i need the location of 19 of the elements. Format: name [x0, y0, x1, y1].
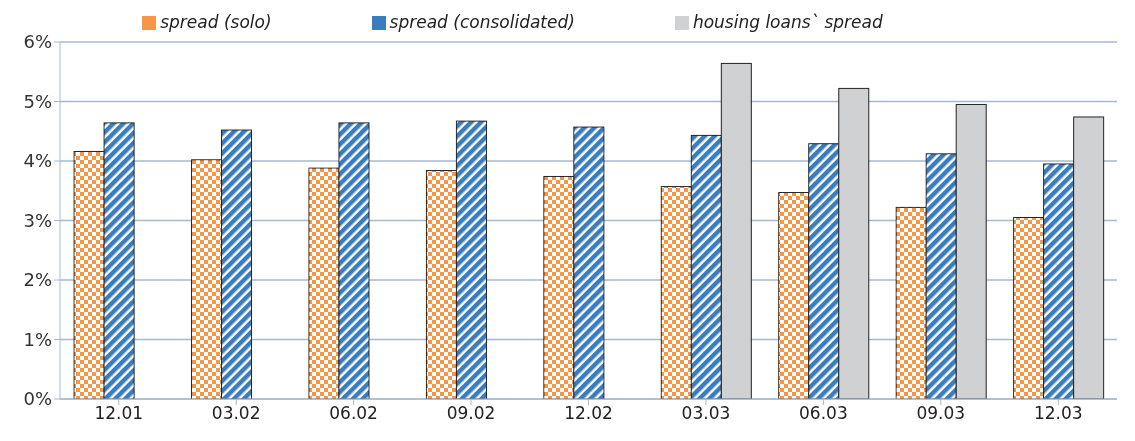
- legend-label: spread (consolidated): [389, 12, 575, 32]
- y-tick-label: 6%: [23, 31, 52, 53]
- y-tick-label: 3%: [23, 209, 52, 231]
- y-tick-label: 0%: [23, 388, 52, 410]
- y-tick-label: 5%: [23, 90, 52, 112]
- x-tick-label: 12.01: [94, 403, 144, 424]
- x-tick-label: 12.02: [564, 403, 613, 424]
- y-tick-label: 1%: [23, 328, 52, 350]
- y-tick-label: 4%: [23, 150, 52, 172]
- x-tick-label: 03.03: [681, 403, 731, 424]
- y-tick-label: 2%: [23, 269, 52, 291]
- legend-label: spread (solo): [160, 12, 272, 32]
- x-tick-label: 06.02: [329, 403, 378, 424]
- x-tick-label: 06.03: [799, 403, 848, 424]
- x-tick-label: 09.03: [916, 403, 966, 424]
- x-tick-label: 09.02: [446, 403, 496, 424]
- x-tick-label: 03.02: [211, 403, 261, 424]
- x-tick-label: 12.03: [1033, 403, 1083, 424]
- legend-label: housing loans` spread: [692, 12, 883, 32]
